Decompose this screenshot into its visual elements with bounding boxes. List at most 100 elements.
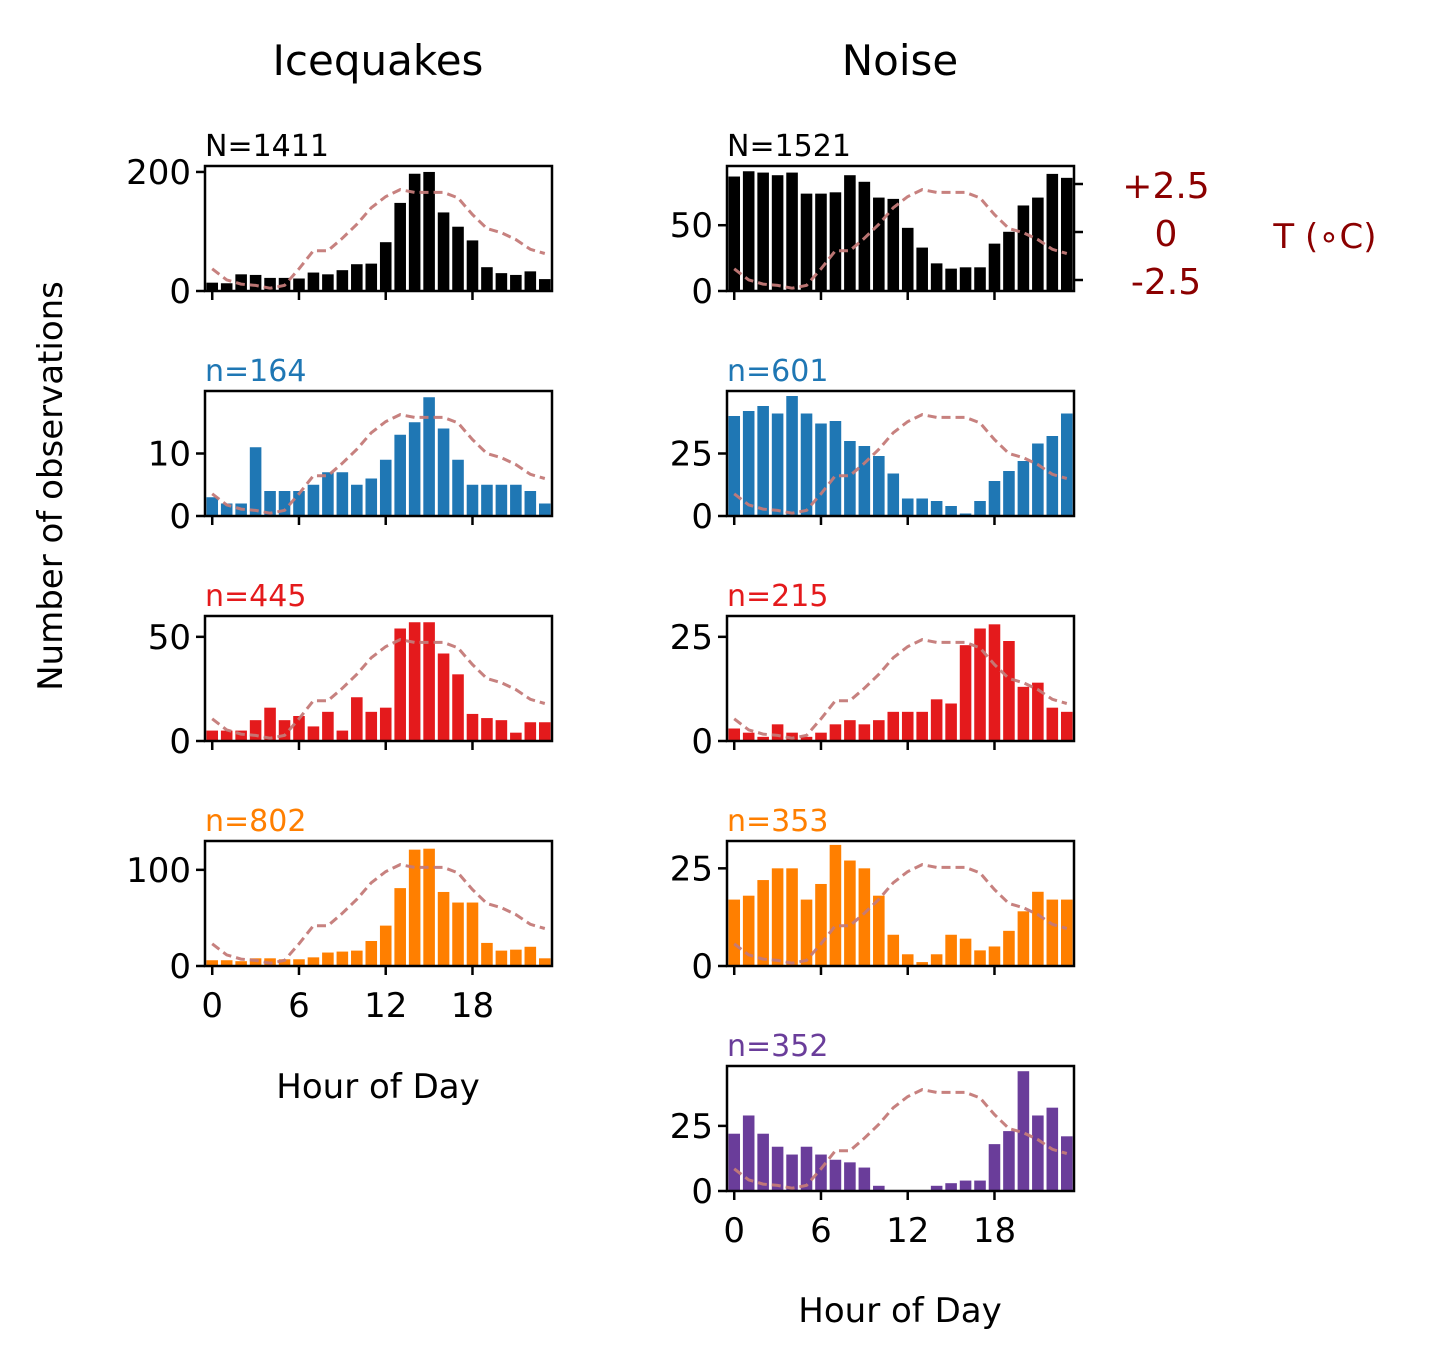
bar xyxy=(1046,436,1059,516)
bar xyxy=(829,1159,842,1191)
bar xyxy=(278,720,291,741)
bar xyxy=(1003,641,1015,741)
bar xyxy=(930,1185,943,1191)
y-tick-label: 0 xyxy=(169,272,191,312)
panel-icequakes-3: 0 100 0 6 12 18 n=802 xyxy=(126,804,554,1026)
bar xyxy=(858,1167,871,1191)
bar xyxy=(844,720,856,741)
temperature-line xyxy=(733,1088,1068,1190)
bar xyxy=(901,227,914,291)
bar xyxy=(351,950,363,966)
x-tick-label: 18 xyxy=(973,1211,1016,1251)
count-label: n=601 xyxy=(727,354,828,389)
bar xyxy=(800,736,813,741)
bar xyxy=(844,860,856,966)
bar xyxy=(394,888,406,966)
axes-frame xyxy=(203,164,554,293)
bar xyxy=(742,171,755,291)
bar xyxy=(916,498,928,516)
bar xyxy=(307,272,320,291)
count-label: n=802 xyxy=(205,804,306,839)
bar xyxy=(307,726,320,741)
bar xyxy=(351,484,363,516)
bar xyxy=(945,703,957,741)
y-tick-label: 10 xyxy=(148,435,191,475)
bar xyxy=(786,1154,798,1191)
bar xyxy=(1032,682,1044,741)
bar xyxy=(249,958,262,966)
bar xyxy=(771,1146,784,1191)
bar xyxy=(452,674,464,741)
bar xyxy=(873,720,885,741)
bar xyxy=(1017,686,1030,741)
y-tick-label: 0 xyxy=(169,947,191,987)
temperature-tick-label: 0 xyxy=(1155,214,1178,255)
bar xyxy=(423,622,435,741)
bar xyxy=(336,472,349,516)
bar xyxy=(524,722,537,741)
bar xyxy=(510,732,522,741)
bar xyxy=(829,421,842,516)
bar xyxy=(988,243,1001,291)
bar xyxy=(510,484,522,516)
bar xyxy=(945,268,957,291)
bar xyxy=(815,193,827,291)
bar xyxy=(307,957,320,966)
bar xyxy=(916,247,928,291)
bar xyxy=(452,226,464,291)
axes-frame xyxy=(725,1064,1076,1193)
y-tick-label: 25 xyxy=(670,849,713,889)
panel-noise-1: 0 25 n=601 xyxy=(670,354,1076,537)
bar xyxy=(1003,930,1015,966)
bar xyxy=(930,263,943,291)
axes-frame xyxy=(203,614,554,743)
bar xyxy=(495,273,508,291)
x-tick-label: 12 xyxy=(364,986,407,1026)
temperature-line xyxy=(733,863,1068,965)
bar xyxy=(423,397,435,516)
bar xyxy=(800,899,813,966)
count-label: n=352 xyxy=(727,1029,828,1064)
bar xyxy=(873,895,885,966)
bar xyxy=(844,175,856,291)
bar xyxy=(394,202,406,291)
bar xyxy=(930,501,943,516)
bar xyxy=(206,730,219,741)
bar xyxy=(365,941,378,966)
bar xyxy=(959,938,972,966)
bar xyxy=(771,868,784,966)
bar xyxy=(974,501,986,516)
bar xyxy=(757,736,769,741)
bar xyxy=(742,411,755,516)
y-axis-label: Number of observations xyxy=(31,281,71,691)
bar xyxy=(264,707,276,741)
x-axis-label-icequakes: Hour of Day xyxy=(276,1067,479,1107)
bar xyxy=(829,724,842,741)
bar xyxy=(351,697,363,741)
y-tick-label: 0 xyxy=(691,272,713,312)
panel-icequakes-0: 0 200 N=1411 xyxy=(126,129,554,312)
bar xyxy=(858,724,871,741)
bar xyxy=(858,868,871,966)
bar xyxy=(249,274,262,291)
panel-noise-0: 0 50 N=1521 +2.5 0 -2.5 xyxy=(670,129,1210,312)
bar xyxy=(757,880,769,966)
axes-frame xyxy=(725,839,1076,968)
bar xyxy=(1060,899,1073,966)
bar xyxy=(1017,205,1030,291)
bar xyxy=(959,1180,972,1191)
bar xyxy=(495,720,508,741)
bar xyxy=(408,622,421,741)
count-label: N=1411 xyxy=(205,129,329,164)
panel-noise-2: 0 25 n=215 xyxy=(670,579,1076,762)
bar xyxy=(264,277,276,291)
bar xyxy=(524,271,537,291)
x-tick-label: 12 xyxy=(886,1211,929,1251)
bar xyxy=(916,711,928,741)
bar xyxy=(1017,1071,1030,1191)
y-tick-label: 0 xyxy=(691,722,713,762)
bar xyxy=(408,849,421,966)
temperature-line xyxy=(211,188,546,290)
bar xyxy=(988,946,1001,966)
